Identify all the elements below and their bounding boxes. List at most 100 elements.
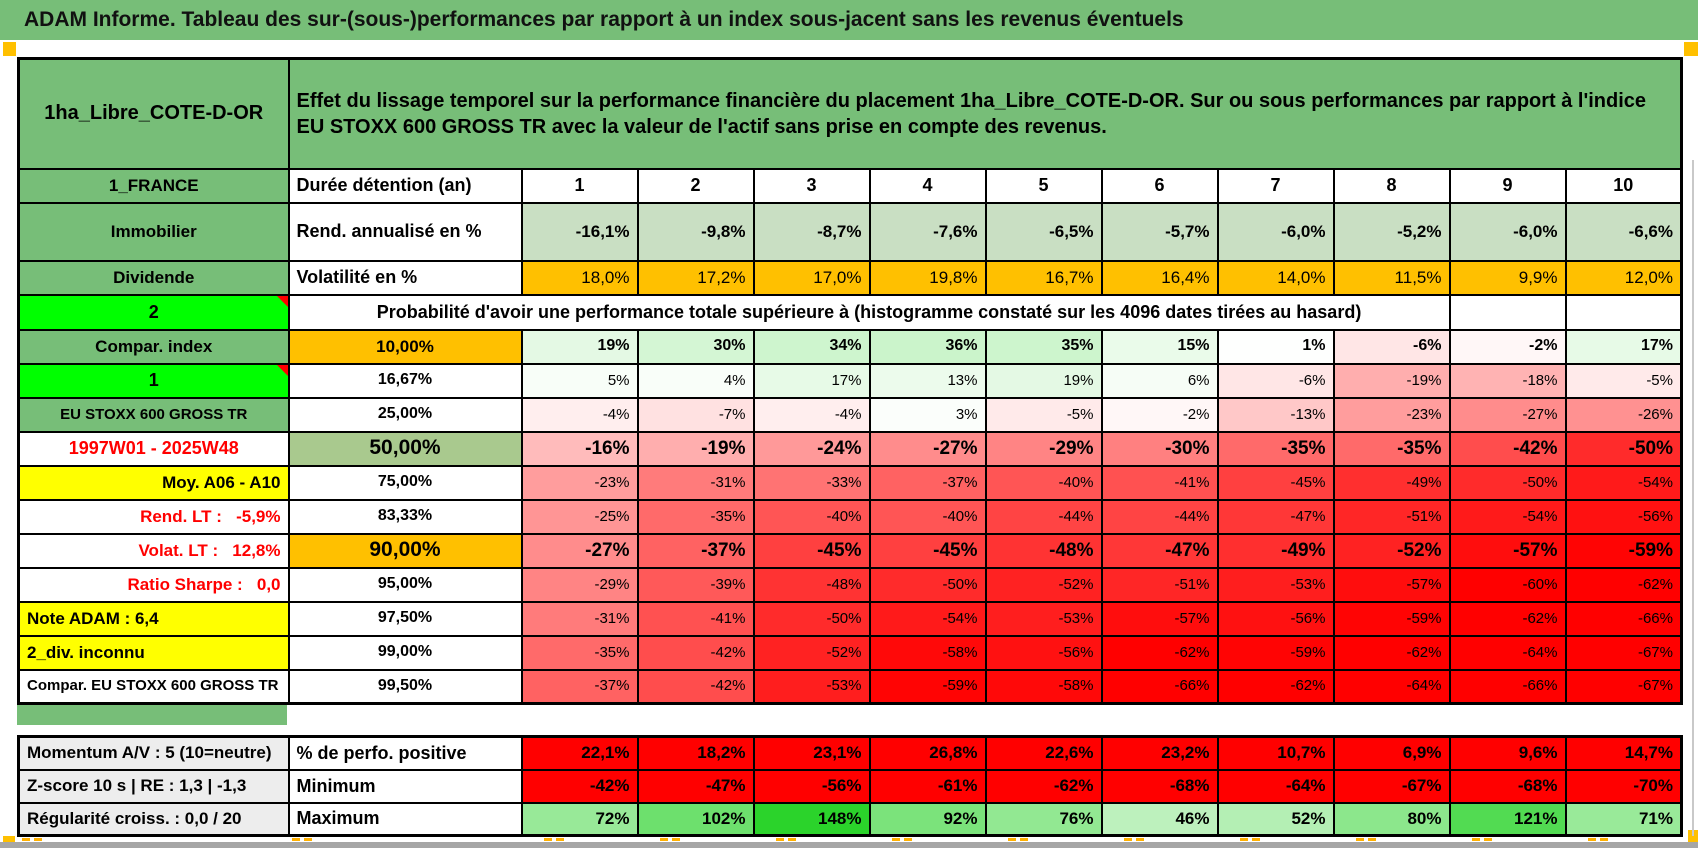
prob-cell-r9-c9[interactable]: -64% xyxy=(1448,634,1567,671)
prob-cell-r8-c6[interactable]: -57% xyxy=(1100,600,1219,637)
prob-cell-r6-c5[interactable]: -48% xyxy=(984,532,1103,569)
quantile-6[interactable]: 90,00% xyxy=(287,532,523,569)
row-label-2[interactable]: Dividende xyxy=(17,259,290,296)
prob-cell-r4-c4[interactable]: -37% xyxy=(868,464,987,501)
prob-row-label-7[interactable]: Ratio Sharpe : 0,0 xyxy=(17,566,290,603)
prob-cell-r4-c2[interactable]: -31% xyxy=(636,464,755,501)
prob-cell-r7-c3[interactable]: -48% xyxy=(752,566,871,603)
prob-cell-r5-c2[interactable]: -35% xyxy=(636,498,755,535)
quantile-10[interactable]: 99,50% xyxy=(287,668,523,705)
prob-row-label-9[interactable]: 2_div. inconnu xyxy=(17,634,290,671)
summary-cell-r1-c10[interactable]: -70% xyxy=(1564,768,1683,804)
summary-metric-0[interactable]: % de perfo. positive xyxy=(287,735,523,771)
prob-cell-r10-c2[interactable]: -42% xyxy=(636,668,755,705)
prob-cell-r2-c7[interactable]: -13% xyxy=(1216,396,1335,433)
top-cell-r0-c7[interactable]: 7 xyxy=(1216,167,1335,204)
top-cell-r0-c4[interactable]: 4 xyxy=(868,167,987,204)
prob-cell-r0-c10[interactable]: 17% xyxy=(1564,328,1683,365)
prob-cell-r2-c5[interactable]: -5% xyxy=(984,396,1103,433)
summary-cell-r0-c5[interactable]: 22,6% xyxy=(984,735,1103,771)
prob-cell-r7-c6[interactable]: -51% xyxy=(1100,566,1219,603)
prob-cell-r5-c4[interactable]: -40% xyxy=(868,498,987,535)
summary-metric-1[interactable]: Minimum xyxy=(287,768,523,804)
top-cell-r0-c8[interactable]: 8 xyxy=(1332,167,1451,204)
quantile-9[interactable]: 99,00% xyxy=(287,634,523,671)
prob-cell-r9-c10[interactable]: -67% xyxy=(1564,634,1683,671)
prob-cell-r8-c8[interactable]: -59% xyxy=(1332,600,1451,637)
prob-cell-r1-c10[interactable]: -5% xyxy=(1564,362,1683,399)
prob-cell-r6-c4[interactable]: -45% xyxy=(868,532,987,569)
prob-cell-r2-c6[interactable]: -2% xyxy=(1100,396,1219,433)
prob-row-label-2[interactable]: EU STOXX 600 GROSS TR xyxy=(17,396,290,433)
description-cell[interactable]: Effet du lissage temporel sur la perform… xyxy=(287,57,1683,170)
prob-cell-r2-c9[interactable]: -27% xyxy=(1448,396,1567,433)
quantile-5[interactable]: 83,33% xyxy=(287,498,523,535)
summary-cell-r1-c5[interactable]: -62% xyxy=(984,768,1103,804)
quantile-0[interactable]: 10,00% xyxy=(287,328,523,365)
top-cell-r1-c6[interactable]: -5,7% xyxy=(1100,201,1219,262)
top-cell-r2-c9[interactable]: 9,9% xyxy=(1448,259,1567,296)
prob-cell-r1-c8[interactable]: -19% xyxy=(1332,362,1451,399)
prob-cell-r0-c7[interactable]: 1% xyxy=(1216,328,1335,365)
prob-cell-r2-c1[interactable]: -4% xyxy=(520,396,639,433)
top-cell-r1-c9[interactable]: -6,0% xyxy=(1448,201,1567,262)
top-cell-r0-c6[interactable]: 6 xyxy=(1100,167,1219,204)
prob-cell-r3-c10[interactable]: -50% xyxy=(1564,430,1683,467)
prob-cell-r5-c3[interactable]: -40% xyxy=(752,498,871,535)
prob-cell-r7-c7[interactable]: -53% xyxy=(1216,566,1335,603)
summary-cell-r2-c2[interactable]: 102% xyxy=(636,801,755,837)
prob-cell-r4-c1[interactable]: -23% xyxy=(520,464,639,501)
prob-row-label-6[interactable]: Volat. LT : 12,8% xyxy=(17,532,290,569)
metric-label-2[interactable]: Volatilité en % xyxy=(287,259,523,296)
prob-row-label-4[interactable]: Moy. A06 - A10 xyxy=(17,464,290,501)
prob-cell-r7-c9[interactable]: -60% xyxy=(1448,566,1567,603)
prob-cell-r7-c1[interactable]: -29% xyxy=(520,566,639,603)
top-cell-r1-c7[interactable]: -6,0% xyxy=(1216,201,1335,262)
summary-cell-r0-c6[interactable]: 23,2% xyxy=(1100,735,1219,771)
banner-left-cell[interactable]: 2 xyxy=(17,293,290,331)
prob-cell-r9-c5[interactable]: -56% xyxy=(984,634,1103,671)
prob-cell-r1-c9[interactable]: -18% xyxy=(1448,362,1567,399)
summary-cell-r2-c9[interactable]: 121% xyxy=(1448,801,1567,837)
summary-row-label-1[interactable]: Z-score 10 s | RE : 1,3 | -1,3 xyxy=(17,768,290,804)
prob-cell-r10-c4[interactable]: -59% xyxy=(868,668,987,705)
prob-cell-r9-c2[interactable]: -42% xyxy=(636,634,755,671)
prob-cell-r9-c6[interactable]: -62% xyxy=(1100,634,1219,671)
prob-cell-r3-c7[interactable]: -35% xyxy=(1216,430,1335,467)
prob-cell-r3-c9[interactable]: -42% xyxy=(1448,430,1567,467)
prob-row-label-0[interactable]: Compar. index xyxy=(17,328,290,365)
summary-cell-r0-c10[interactable]: 14,7% xyxy=(1564,735,1683,771)
prob-cell-r4-c3[interactable]: -33% xyxy=(752,464,871,501)
prob-cell-r6-c6[interactable]: -47% xyxy=(1100,532,1219,569)
summary-metric-2[interactable]: Maximum xyxy=(287,801,523,837)
prob-cell-r5-c5[interactable]: -44% xyxy=(984,498,1103,535)
prob-cell-r5-c1[interactable]: -25% xyxy=(520,498,639,535)
quantile-2[interactable]: 25,00% xyxy=(287,396,523,433)
prob-cell-r0-c1[interactable]: 19% xyxy=(520,328,639,365)
top-cell-r2-c3[interactable]: 17,0% xyxy=(752,259,871,296)
top-cell-r0-c2[interactable]: 2 xyxy=(636,167,755,204)
prob-cell-r0-c4[interactable]: 36% xyxy=(868,328,987,365)
summary-cell-r2-c4[interactable]: 92% xyxy=(868,801,987,837)
prob-cell-r10-c6[interactable]: -66% xyxy=(1100,668,1219,705)
prob-cell-r8-c5[interactable]: -53% xyxy=(984,600,1103,637)
prob-cell-r2-c8[interactable]: -23% xyxy=(1332,396,1451,433)
prob-cell-r7-c4[interactable]: -50% xyxy=(868,566,987,603)
prob-cell-r6-c1[interactable]: -27% xyxy=(520,532,639,569)
metric-label-0[interactable]: Durée détention (an) xyxy=(287,167,523,204)
summary-cell-r0-c9[interactable]: 9,6% xyxy=(1448,735,1567,771)
prob-cell-r0-c3[interactable]: 34% xyxy=(752,328,871,365)
prob-cell-r0-c2[interactable]: 30% xyxy=(636,328,755,365)
summary-cell-r1-c4[interactable]: -61% xyxy=(868,768,987,804)
probability-banner[interactable]: Probabilité d'avoir une performance tota… xyxy=(287,293,1451,331)
prob-cell-r9-c4[interactable]: -58% xyxy=(868,634,987,671)
prob-cell-r5-c7[interactable]: -47% xyxy=(1216,498,1335,535)
prob-cell-r1-c3[interactable]: 17% xyxy=(752,362,871,399)
prob-cell-r7-c5[interactable]: -52% xyxy=(984,566,1103,603)
banner-empty-c9[interactable] xyxy=(1448,293,1567,331)
prob-cell-r3-c3[interactable]: -24% xyxy=(752,430,871,467)
prob-cell-r7-c2[interactable]: -39% xyxy=(636,566,755,603)
summary-cell-r2-c5[interactable]: 76% xyxy=(984,801,1103,837)
quantile-8[interactable]: 97,50% xyxy=(287,600,523,637)
prob-cell-r4-c5[interactable]: -40% xyxy=(984,464,1103,501)
